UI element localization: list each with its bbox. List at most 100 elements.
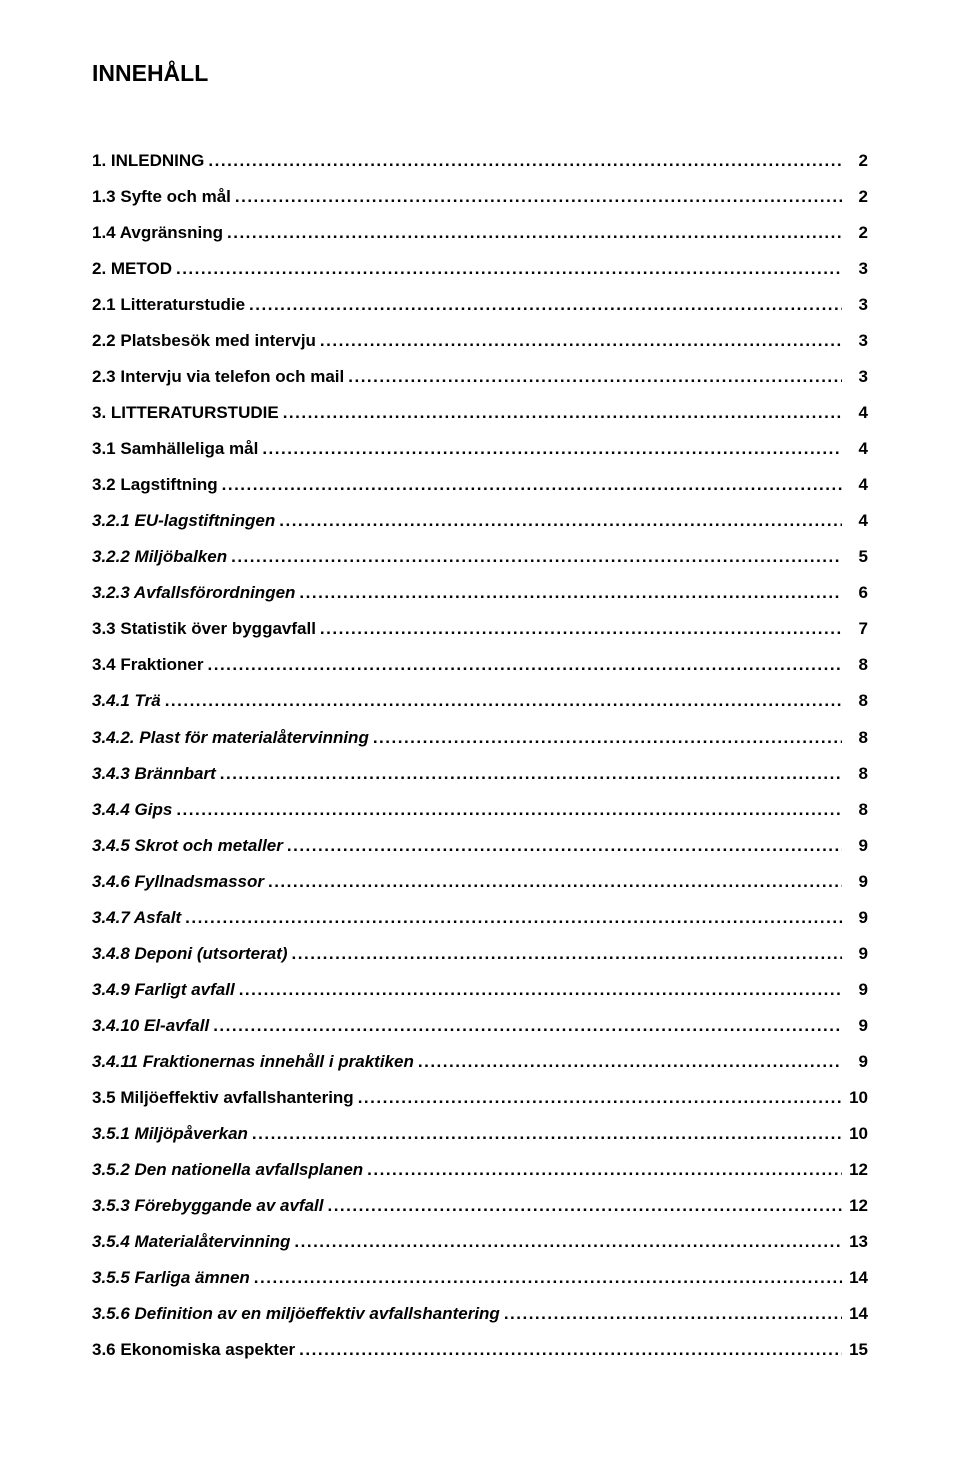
toc-entry-page: 9 (846, 936, 868, 972)
toc-entry-page: 13 (846, 1224, 868, 1260)
toc-leader-dots (279, 503, 842, 539)
toc-entry[interactable]: 3.2.2 Miljöbalken5 (92, 539, 868, 575)
toc-entry[interactable]: 3.4.6 Fyllnadsmassor9 (92, 864, 868, 900)
toc-entry-page: 12 (846, 1188, 868, 1224)
toc-leader-dots (222, 467, 842, 503)
toc-entry[interactable]: 3.4.1 Trä 8 (92, 683, 868, 719)
toc-entry-label: 3.4.2. Plast för materialåtervinning (92, 720, 369, 756)
toc-leader-dots (320, 323, 842, 359)
toc-entry[interactable]: 3.4.4 Gips8 (92, 792, 868, 828)
toc-entry-label: 3.6 Ekonomiska aspekter (92, 1332, 295, 1368)
toc-list: 1. INLEDNING21.3 Syfte och mål21.4 Avgrä… (92, 143, 868, 1368)
toc-entry[interactable]: 3.5.2 Den nationella avfallsplanen 12 (92, 1152, 868, 1188)
toc-entry-page: 8 (846, 792, 868, 828)
toc-entry[interactable]: 3.4.5 Skrot och metaller9 (92, 828, 868, 864)
toc-entry-label: 2.2 Platsbesök med intervju (92, 323, 316, 359)
toc-entry-label: 3.4.11 Fraktionernas innehåll i praktike… (92, 1044, 414, 1080)
toc-entry[interactable]: 3.4.8 Deponi (utsorterat)9 (92, 936, 868, 972)
toc-entry[interactable]: 3.4 Fraktioner8 (92, 647, 868, 683)
toc-entry[interactable]: 3.5 Miljöeffektiv avfallshantering10 (92, 1080, 868, 1116)
toc-entry-page: 9 (846, 1008, 868, 1044)
toc-entry[interactable]: 2.1 Litteraturstudie3 (92, 287, 868, 323)
toc-entry-page: 10 (846, 1080, 868, 1116)
toc-entry-label: 3.5.5 Farliga ämnen (92, 1260, 250, 1296)
toc-leader-dots (327, 1188, 842, 1224)
toc-entry-label: 3.5.4 Materialåtervinning (92, 1224, 290, 1260)
toc-leader-dots (231, 539, 842, 575)
toc-entry[interactable]: 3.5.1 Miljöpåverkan 10 (92, 1116, 868, 1152)
toc-entry-page: 4 (846, 467, 868, 503)
toc-entry-page: 6 (846, 575, 868, 611)
toc-entry[interactable]: 2.2 Platsbesök med intervju3 (92, 323, 868, 359)
toc-entry[interactable]: 2.3 Intervju via telefon och mail3 (92, 359, 868, 395)
toc-entry[interactable]: 3.4.2. Plast för materialåtervinning8 (92, 720, 868, 756)
toc-leader-dots (176, 792, 842, 828)
toc-entry-page: 10 (846, 1116, 868, 1152)
toc-leader-dots (213, 1008, 842, 1044)
toc-leader-dots (262, 431, 842, 467)
toc-entry[interactable]: 3.5.4 Materialåtervinning 13 (92, 1224, 868, 1260)
toc-leader-dots (320, 611, 842, 647)
toc-entry-page: 2 (846, 179, 868, 215)
toc-leader-dots (348, 359, 842, 395)
toc-entry-page: 9 (846, 1044, 868, 1080)
toc-entry[interactable]: 3.5.5 Farliga ämnen14 (92, 1260, 868, 1296)
toc-entry[interactable]: 3.4.3 Brännbart8 (92, 756, 868, 792)
toc-entry-label: 3.5.3 Förebyggande av avfall (92, 1188, 323, 1224)
toc-entry[interactable]: 1. INLEDNING2 (92, 143, 868, 179)
toc-entry-page: 7 (846, 611, 868, 647)
toc-entry[interactable]: 2. METOD3 (92, 251, 868, 287)
toc-entry-page: 12 (846, 1152, 868, 1188)
toc-entry-page: 9 (846, 864, 868, 900)
toc-entry[interactable]: 3.4.11 Fraktionernas innehåll i praktike… (92, 1044, 868, 1080)
toc-leader-dots (254, 1260, 842, 1296)
toc-entry-label: 3. LITTERATURSTUDIE (92, 395, 279, 431)
toc-page: INNEHÅLL 1. INLEDNING21.3 Syfte och mål2… (0, 0, 960, 1470)
toc-entry-page: 9 (846, 972, 868, 1008)
toc-entry-label: 3.4.9 Farligt avfall (92, 972, 235, 1008)
toc-leader-dots (208, 647, 843, 683)
toc-entry-page: 2 (846, 215, 868, 251)
toc-entry-label: 3.5.2 Den nationella avfallsplanen (92, 1152, 363, 1188)
toc-entry[interactable]: 3.4.7 Asfalt9 (92, 900, 868, 936)
toc-entry[interactable]: 3.2.3 Avfallsförordningen6 (92, 575, 868, 611)
toc-entry-label: 1.3 Syfte och mål (92, 179, 231, 215)
toc-entry-label: 3.3 Statistik över byggavfall (92, 611, 316, 647)
toc-leader-dots (239, 972, 842, 1008)
toc-entry-page: 9 (846, 828, 868, 864)
toc-entry[interactable]: 3.2 Lagstiftning4 (92, 467, 868, 503)
toc-leader-dots (249, 287, 842, 323)
toc-entry[interactable]: 3.5.6 Definition av en miljöeffektiv avf… (92, 1296, 868, 1332)
toc-entry[interactable]: 3.6 Ekonomiska aspekter15 (92, 1332, 868, 1368)
toc-leader-dots (418, 1044, 842, 1080)
toc-leader-dots (299, 1332, 842, 1368)
toc-entry[interactable]: 3.3 Statistik över byggavfall 7 (92, 611, 868, 647)
toc-leader-dots (268, 864, 842, 900)
toc-entry-label: 1. INLEDNING (92, 143, 204, 179)
toc-entry-label: 3.1 Samhälleliga mål (92, 431, 258, 467)
toc-entry[interactable]: 3.4.10 El-avfall9 (92, 1008, 868, 1044)
toc-entry-label: 3.2.1 EU-lagstiftningen (92, 503, 275, 539)
toc-entry-label: 3.4 Fraktioner (92, 647, 204, 683)
toc-entry-label: 2.1 Litteraturstudie (92, 287, 245, 323)
toc-entry[interactable]: 1.4 Avgränsning 2 (92, 215, 868, 251)
toc-entry-page: 3 (846, 359, 868, 395)
toc-entry-label: 3.2.2 Miljöbalken (92, 539, 227, 575)
toc-entry[interactable]: 3.5.3 Förebyggande av avfall 12 (92, 1188, 868, 1224)
toc-entry-label: 3.4.1 Trä (92, 683, 161, 719)
toc-entry[interactable]: 1.3 Syfte och mål 2 (92, 179, 868, 215)
toc-entry[interactable]: 3.2.1 EU-lagstiftningen4 (92, 503, 868, 539)
toc-entry[interactable]: 3. LITTERATURSTUDIE4 (92, 395, 868, 431)
toc-entry[interactable]: 3.4.9 Farligt avfall 9 (92, 972, 868, 1008)
toc-entry-label: 3.5.1 Miljöpåverkan (92, 1116, 248, 1152)
toc-entry-page: 8 (846, 683, 868, 719)
toc-entry-label: 1.4 Avgränsning (92, 215, 223, 251)
toc-leader-dots (287, 828, 842, 864)
toc-entry-page: 14 (846, 1296, 868, 1332)
toc-leader-dots (299, 575, 842, 611)
toc-leader-dots (220, 756, 842, 792)
toc-leader-dots (504, 1296, 842, 1332)
toc-entry[interactable]: 3.1 Samhälleliga mål4 (92, 431, 868, 467)
toc-entry-label: 3.4.3 Brännbart (92, 756, 216, 792)
toc-leader-dots (373, 720, 842, 756)
